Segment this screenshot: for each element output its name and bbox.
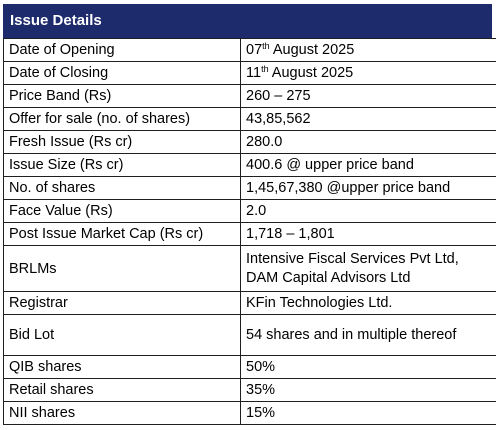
row-value: 15% xyxy=(240,401,496,425)
brlm-line-2: DAM Capital Advisors Ltd xyxy=(246,269,411,286)
date-month-year: August 2025 xyxy=(268,65,354,81)
row-value: 2.0 xyxy=(240,199,496,223)
brlm-line-1: Intensive Fiscal Services Pvt Ltd, xyxy=(246,250,459,267)
row-value: 07th August 2025 xyxy=(240,38,496,62)
row-value: Intensive Fiscal Services Pvt Ltd, DAM Ca… xyxy=(240,245,496,292)
row-value: 260 – 275 xyxy=(240,84,496,108)
table-row: Price Band (Rs) 260 – 275 xyxy=(3,84,496,108)
row-label: Date of Closing xyxy=(3,61,241,85)
table-row: NII shares 15% xyxy=(3,401,496,425)
row-label: NII shares xyxy=(3,401,241,425)
row-value: 35% xyxy=(240,378,496,402)
table-row: QIB shares 50% xyxy=(3,355,496,379)
date-suffix: th xyxy=(261,64,269,74)
row-value: 280.0 xyxy=(240,130,496,154)
table-row: Post Issue Market Cap (Rs cr) 1,718 – 1,… xyxy=(3,222,496,246)
row-value: 1,718 – 1,801 xyxy=(240,222,496,246)
row-value: 1,45,67,380 @upper price band xyxy=(240,176,496,200)
row-label: QIB shares xyxy=(3,355,241,379)
table-row: Face Value (Rs) 2.0 xyxy=(3,199,496,223)
date-day: 07 xyxy=(246,42,263,58)
row-label: Face Value (Rs) xyxy=(3,199,241,223)
table-row: Registrar KFin Technologies Ltd. xyxy=(3,291,496,315)
table-row: Retail shares 35% xyxy=(3,378,496,402)
row-value: 50% xyxy=(240,355,496,379)
issue-details-table: Date of Opening 07th August 2025 Date of… xyxy=(3,38,496,425)
table-row: BRLMs Intensive Fiscal Services Pvt Ltd,… xyxy=(3,245,496,292)
table-row: Bid Lot 54 shares and in multiple thereo… xyxy=(3,314,496,356)
date-month-year: August 2025 xyxy=(269,42,355,58)
row-value: 400.6 @ upper price band xyxy=(240,153,496,177)
row-label: Fresh Issue (Rs cr) xyxy=(3,130,241,154)
row-label: Offer for sale (no. of shares) xyxy=(3,107,241,131)
row-value: 11th August 2025 xyxy=(240,61,496,85)
row-label: Post Issue Market Cap (Rs cr) xyxy=(3,222,241,246)
date-day: 11 xyxy=(246,65,262,81)
table-row: Offer for sale (no. of shares) 43,85,562 xyxy=(3,107,496,131)
issue-details-panel: Issue Details Date of Opening 07th Augus… xyxy=(3,4,496,425)
row-label: Retail shares xyxy=(3,378,241,402)
row-label: Price Band (Rs) xyxy=(3,84,241,108)
row-label: No. of shares xyxy=(3,176,241,200)
table-row: Date of Opening 07th August 2025 xyxy=(3,38,496,62)
table-row: No. of shares 1,45,67,380 @upper price b… xyxy=(3,176,496,200)
row-label: Registrar xyxy=(3,291,241,315)
table-row: Date of Closing 11th August 2025 xyxy=(3,61,496,85)
row-label: Date of Opening xyxy=(3,38,241,62)
row-value: KFin Technologies Ltd. xyxy=(240,291,496,315)
row-label: Bid Lot xyxy=(3,314,241,356)
row-value: 54 shares and in multiple thereof xyxy=(240,314,496,356)
row-label: Issue Size (Rs cr) xyxy=(3,153,241,177)
table-row: Fresh Issue (Rs cr) 280.0 xyxy=(3,130,496,154)
row-value: 43,85,562 xyxy=(240,107,496,131)
date-suffix: th xyxy=(262,41,270,51)
section-title: Issue Details xyxy=(3,4,492,38)
table-row: Issue Size (Rs cr) 400.6 @ upper price b… xyxy=(3,153,496,177)
row-label: BRLMs xyxy=(3,245,241,292)
